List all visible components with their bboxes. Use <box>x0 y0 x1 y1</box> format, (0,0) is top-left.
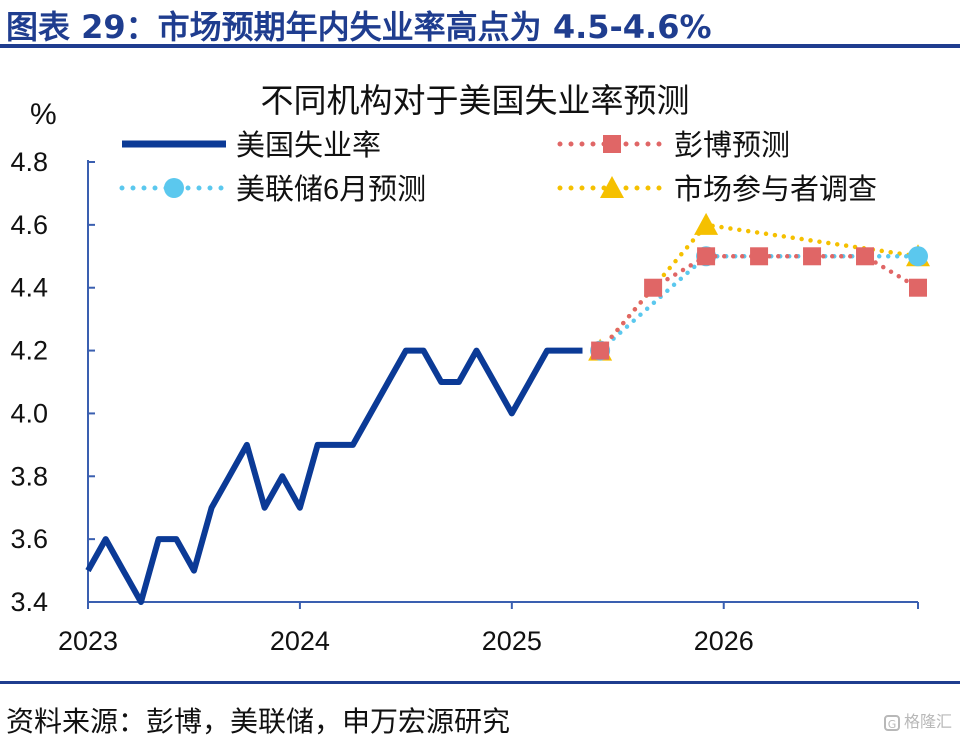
series-1-marker <box>856 247 875 266</box>
legend-label: 美国失业率 <box>236 129 381 162</box>
legend-item-3: 市场参与者调查 <box>557 173 877 206</box>
series-line-1 <box>597 254 921 353</box>
series-3-group <box>588 212 930 361</box>
legend-label: 美联储6月预测 <box>236 173 426 206</box>
watermark-text: 格隆汇 <box>903 712 952 731</box>
watermark-logo-icon: G <box>883 714 900 731</box>
y-tick-label: 3.8 <box>10 461 48 491</box>
y-tick-label: 4.6 <box>10 210 48 240</box>
figure-header: 图表 29：市场预期年内失业率高点为 4.5-4.6% <box>0 0 960 48</box>
legend-label: 彭博预测 <box>674 129 790 162</box>
y-tick-label: 4.4 <box>10 273 48 303</box>
series-line-2 <box>597 254 921 353</box>
legend-item-2: 美联储6月预测 <box>119 173 426 206</box>
series-3-marker <box>694 212 719 235</box>
series-1-marker <box>644 278 663 297</box>
source-note: 资料来源：彭博，美联储，申万宏源研究 <box>6 705 511 738</box>
x-tick-label: 2025 <box>482 626 542 656</box>
series-1-marker <box>803 247 822 266</box>
bottom-divider <box>0 681 960 684</box>
series-1-marker <box>750 247 769 266</box>
y-tick-label: 4.2 <box>10 336 48 366</box>
y-tick-label: 3.4 <box>10 587 48 617</box>
legend-label: 市场参与者调查 <box>674 173 877 206</box>
series-0-group <box>85 347 583 605</box>
legend-item-1: 彭博预测 <box>557 129 790 162</box>
series-1-marker <box>697 247 716 266</box>
y-tick-label: 3.6 <box>10 524 48 554</box>
y-tick-label: 4.8 <box>10 147 48 177</box>
x-tick-label: 2024 <box>270 626 330 656</box>
y-axis-label: % <box>30 98 57 131</box>
x-tick-label: 2026 <box>694 626 754 656</box>
legend-swatch-marker <box>164 178 184 198</box>
legend-swatch-marker <box>603 135 621 153</box>
legend-swatch-marker <box>600 176 624 198</box>
chart-title: 不同机构对于美国失业率预测 <box>261 82 690 119</box>
x-tick-label: 2023 <box>58 626 118 656</box>
watermark: G 格隆汇 <box>883 708 952 732</box>
top-divider <box>0 44 960 48</box>
series-1-marker <box>591 341 610 360</box>
series-line-0 <box>85 347 583 605</box>
figure-title: 图表 29：市场预期年内失业率高点为 4.5-4.6% <box>6 8 712 46</box>
series-1-group <box>591 247 927 360</box>
y-tick-label: 4.0 <box>10 398 48 428</box>
legend-item-0: 美国失业率 <box>122 129 381 162</box>
series-1-marker <box>909 278 927 297</box>
series-2-marker <box>908 246 928 267</box>
